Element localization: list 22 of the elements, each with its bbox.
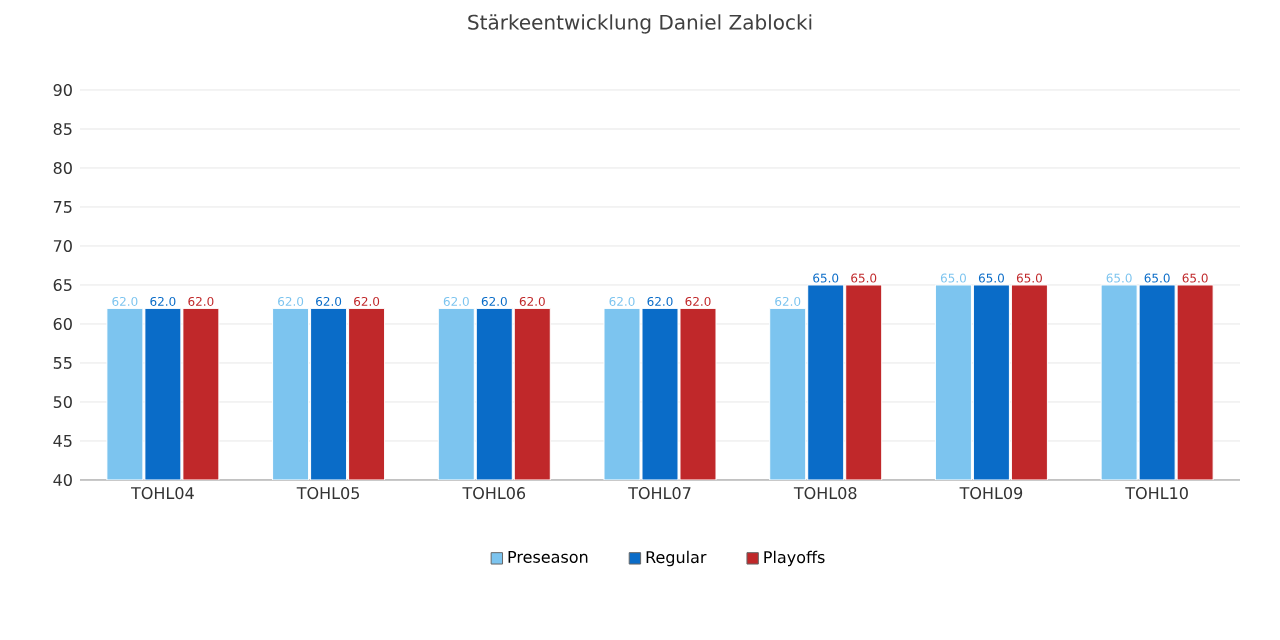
legend-label: Playoffs <box>764 550 825 567</box>
chart-title: Stärkeentwicklung Daniel Zablocki <box>468 14 812 34</box>
y-tick-label: 70 <box>53 239 72 253</box>
y-tick-label: 45 <box>53 435 72 447</box>
y-tick-label: 80 <box>53 161 72 175</box>
y-tick-label: 55 <box>53 357 72 369</box>
x-tick-label: TOHL09 <box>959 487 1023 500</box>
x-tick-label: TOHL05 <box>296 487 360 500</box>
legend-label: Preseason <box>508 551 588 563</box>
legend-label: Regular <box>646 550 707 567</box>
y-tick-label: 65 <box>53 278 72 292</box>
x-tick-label: TOHL04 <box>131 487 194 500</box>
y-tick-label: 60 <box>53 317 72 331</box>
y-tick-label: 75 <box>53 201 72 213</box>
y-tick-label: 85 <box>53 122 72 136</box>
y-tick-label: 50 <box>53 395 72 409</box>
x-tick-label: TOHL07 <box>628 487 691 500</box>
y-tick-label: 40 <box>53 473 72 487</box>
x-tick-label: TOHL08 <box>793 487 857 500</box>
y-tick-label: 90 <box>53 83 72 97</box>
x-tick-label: TOHL06 <box>462 487 526 500</box>
x-tick-label: TOHL10 <box>1125 487 1188 500</box>
